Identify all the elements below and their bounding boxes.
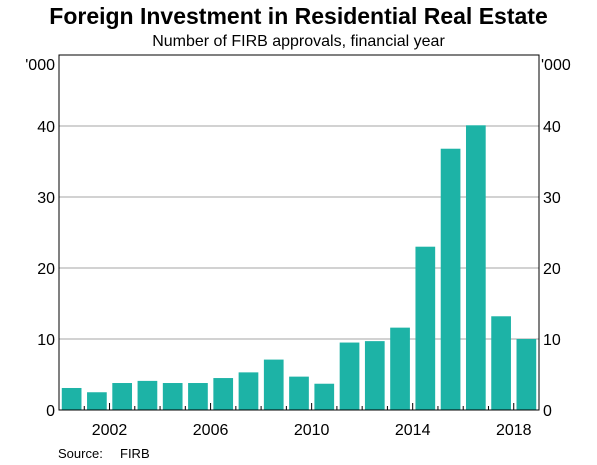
x-tick-label: 2006: [193, 422, 229, 439]
unit-label-left: '000: [25, 57, 55, 74]
tick-labels: 0 0 10 10 20 20 30 30 40 40 '000 '000 2002 2006 2010 20…: [25, 57, 571, 439]
x-tick-label: 2014: [395, 422, 431, 439]
y-tick-label-right: 20: [543, 261, 561, 278]
y-tick-label-right: 10: [543, 332, 561, 349]
bar-2004: [162, 383, 183, 410]
bar-2009: [289, 376, 309, 410]
source-label: Source:: [58, 446, 103, 461]
bar-2007: [238, 372, 259, 410]
x-tick-label: 2018: [496, 422, 532, 439]
bar-2008: [263, 359, 284, 410]
y-tick-label-left: 40: [37, 119, 55, 136]
y-tick-label-left: 30: [37, 190, 55, 207]
bar-2018: [516, 339, 537, 410]
bar-2013: [390, 327, 410, 410]
bar-2010: [314, 383, 335, 410]
y-tick-label-right: 30: [543, 190, 561, 207]
bar-2016: [465, 125, 486, 410]
source-value: FIRB: [120, 446, 150, 461]
bar-2001: [87, 392, 107, 410]
bar-2005: [188, 383, 208, 410]
plot-frame: [58, 54, 540, 411]
bar-2017: [491, 316, 511, 410]
y-tick-label-left: 20: [37, 261, 55, 278]
bar-2015: [440, 148, 461, 410]
bar-2002: [112, 383, 133, 410]
bar-2014: [415, 246, 436, 410]
chart-subtitle: Number of FIRB approvals, financial year: [152, 33, 445, 50]
bar-2006: [213, 378, 234, 410]
y-tick-label-left: 10: [37, 332, 55, 349]
x-tick-label: 2010: [294, 422, 330, 439]
y-tick-label-right: 40: [543, 119, 561, 136]
unit-label-right: '000: [541, 57, 571, 74]
chart-title: Foreign Investment in Residential Real E…: [49, 3, 548, 29]
bar-2011: [339, 342, 360, 410]
bar-2012: [364, 341, 385, 410]
x-tick-label: 2002: [92, 422, 128, 439]
y-tick-label-right: 0: [543, 403, 552, 420]
bars: [61, 125, 537, 410]
y-tick-label-left: 0: [46, 403, 55, 420]
bar-2003: [137, 380, 158, 410]
bar-2000: [61, 387, 82, 410]
